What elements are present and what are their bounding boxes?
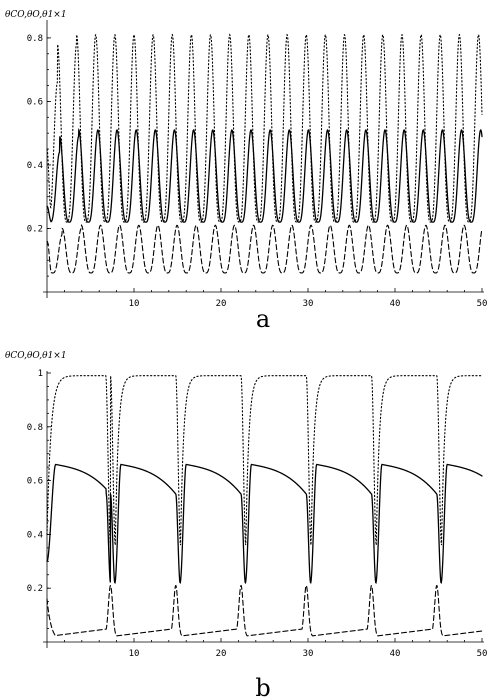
y-tick-label: 1 [38,369,43,379]
y-tick-label: 0.8 [27,34,43,44]
y-tick-label: 0.6 [27,477,43,487]
x-tick-label: 10 [129,299,140,309]
x-tick-label: 30 [303,649,314,659]
x-tick-label: 50 [477,299,488,309]
panel-label: b [255,674,270,700]
y-tick-label: 0.8 [27,423,43,433]
y-axis-label: θCO,θO,θ1×1 [5,351,67,361]
series-line-dotted [46,375,483,546]
y-axis-label: θCO,θO,θ1×1 [5,10,67,20]
series-line-solid [46,463,483,584]
x-tick-label: 30 [303,299,314,309]
x-tick-label: 40 [390,649,401,659]
series-line-dashed [46,223,483,274]
series-line-solid [46,127,483,223]
x-tick-label: 10 [129,649,140,659]
y-tick-label: 0.2 [27,224,43,234]
panel-label: a [256,305,270,333]
x-tick-label: 20 [216,649,227,659]
y-tick-label: 0.4 [27,530,43,540]
y-tick-label: 0.4 [27,161,43,171]
x-tick-label: 50 [477,649,488,659]
plot-panel-a: θCO,θO,θ1×1 0.2 0.4 0.6 0.8 10 20 30 40 50 a [5,10,487,333]
y-tick-label: 0.2 [27,584,43,594]
x-tick-label: 20 [216,299,227,309]
x-tick-label: 40 [390,299,401,309]
series-line-dashed [46,584,483,637]
series-line-dotted [46,33,483,223]
y-tick-label: 0.6 [27,97,43,107]
plot-panel-b: θCO,θO,θ1×1 0.2 0.4 0.6 0.8 1 10 20 30 40 50 b [5,351,487,700]
